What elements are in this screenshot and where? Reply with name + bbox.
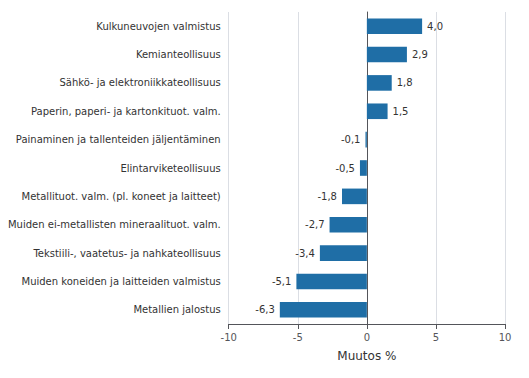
svg-text:Sähkö- ja elektroniikkateollis: Sähkö- ja elektroniikkateollisuus (59, 77, 220, 88)
svg-text:10: 10 (499, 332, 512, 343)
svg-text:4,0: 4,0 (427, 21, 443, 32)
svg-text:Metallituot. valm. (pl. koneet: Metallituot. valm. (pl. koneet ja laitte… (22, 191, 221, 202)
svg-text:-0,1: -0,1 (341, 134, 361, 145)
svg-text:Painaminen ja tallenteiden jäl: Painaminen ja tallenteiden jäljentäminen (16, 134, 221, 145)
svg-text:Paperin, paperi- ja kartonkitu: Paperin, paperi- ja kartonkituot. valm. (31, 106, 221, 117)
svg-text:-2,7: -2,7 (305, 219, 325, 230)
svg-text:-10: -10 (221, 332, 237, 343)
svg-text:0: 0 (364, 332, 370, 343)
svg-text:1,8: 1,8 (397, 77, 413, 88)
svg-text:-6,3: -6,3 (255, 304, 275, 315)
svg-text:1,5: 1,5 (393, 106, 409, 117)
svg-text:Metallien jalostus: Metallien jalostus (133, 304, 220, 315)
svg-text:Kulkuneuvojen valmistus: Kulkuneuvojen valmistus (96, 21, 220, 32)
svg-text:Muutos %: Muutos % (337, 349, 396, 363)
svg-text:2,9: 2,9 (412, 49, 428, 60)
svg-text:Elintarviketeollisuus: Elintarviketeollisuus (120, 163, 220, 174)
svg-text:-5,1: -5,1 (272, 276, 292, 287)
svg-text:-0,5: -0,5 (335, 163, 355, 174)
svg-text:-3,4: -3,4 (295, 248, 315, 259)
svg-text:Tekstiili-, vaatetus- ja nahka: Tekstiili-, vaatetus- ja nahkateollisuus (32, 248, 220, 259)
svg-text:-5: -5 (293, 332, 303, 343)
svg-text:Muiden koneiden ja laitteiden: Muiden koneiden ja laitteiden valmistus (22, 276, 221, 287)
svg-text:Kemianteollisuus: Kemianteollisuus (136, 49, 221, 60)
svg-text:-1,8: -1,8 (317, 191, 337, 202)
svg-text:5: 5 (433, 332, 439, 343)
svg-text:Muiden ei-metallisten mineraal: Muiden ei-metallisten mineraalituot. val… (8, 219, 221, 230)
